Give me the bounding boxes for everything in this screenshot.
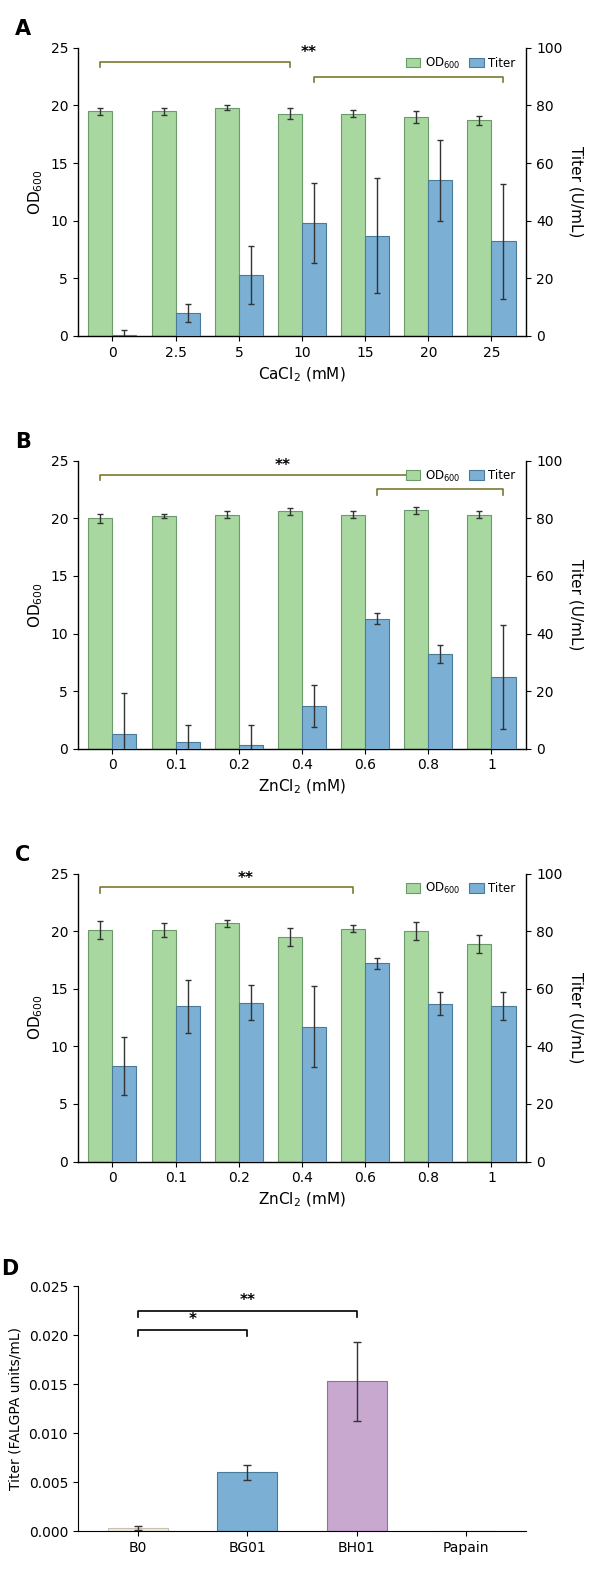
Y-axis label: OD$_{600}$: OD$_{600}$ bbox=[26, 169, 45, 215]
Bar bbox=[278, 512, 302, 748]
Y-axis label: Titer (U/mL): Titer (U/mL) bbox=[568, 147, 583, 238]
Bar bbox=[365, 236, 389, 337]
Y-axis label: Titer (U/mL): Titer (U/mL) bbox=[568, 971, 583, 1064]
Y-axis label: Titer (U/mL): Titer (U/mL) bbox=[568, 558, 583, 651]
Bar bbox=[468, 121, 492, 337]
Text: *: * bbox=[188, 1313, 197, 1327]
Bar bbox=[152, 112, 176, 337]
Bar bbox=[278, 113, 302, 337]
Text: **: ** bbox=[239, 1294, 255, 1308]
Text: **: ** bbox=[238, 871, 254, 885]
Bar bbox=[152, 930, 176, 1161]
Bar bbox=[468, 515, 492, 748]
Bar bbox=[492, 241, 515, 337]
X-axis label: CaCl$_2$ (mM): CaCl$_2$ (mM) bbox=[258, 365, 346, 383]
Legend: OD$_{600}$, Titer: OD$_{600}$, Titer bbox=[401, 51, 520, 75]
Bar bbox=[341, 515, 365, 748]
Bar bbox=[341, 928, 365, 1161]
Bar bbox=[302, 223, 326, 337]
Bar bbox=[492, 1006, 515, 1161]
Bar bbox=[428, 654, 452, 748]
Bar bbox=[404, 116, 428, 337]
Bar bbox=[278, 936, 302, 1161]
Text: C: C bbox=[15, 845, 30, 864]
Text: D: D bbox=[2, 1258, 19, 1279]
Bar bbox=[215, 515, 239, 748]
Bar bbox=[152, 517, 176, 748]
Bar bbox=[176, 742, 200, 748]
Bar bbox=[89, 930, 112, 1161]
Text: **: ** bbox=[275, 458, 291, 472]
Bar bbox=[492, 678, 515, 748]
Bar bbox=[365, 963, 389, 1161]
Bar bbox=[239, 1003, 263, 1161]
Bar bbox=[239, 745, 263, 748]
Bar bbox=[89, 112, 112, 337]
Bar bbox=[112, 1065, 136, 1161]
Bar bbox=[404, 510, 428, 748]
Y-axis label: OD$_{600}$: OD$_{600}$ bbox=[26, 582, 45, 627]
X-axis label: ZnCl$_2$ (mM): ZnCl$_2$ (mM) bbox=[258, 1191, 346, 1209]
Bar bbox=[239, 274, 263, 337]
Bar bbox=[428, 180, 452, 337]
Bar bbox=[215, 924, 239, 1161]
Bar bbox=[89, 518, 112, 748]
Bar bbox=[468, 944, 492, 1161]
Bar bbox=[176, 1006, 200, 1161]
Bar bbox=[217, 1472, 277, 1531]
Bar bbox=[302, 707, 326, 748]
Bar bbox=[327, 1381, 387, 1531]
Y-axis label: Titer (FALGPA units/mL): Titer (FALGPA units/mL) bbox=[9, 1327, 23, 1490]
Bar bbox=[365, 619, 389, 748]
Bar bbox=[428, 1003, 452, 1161]
Y-axis label: OD$_{600}$: OD$_{600}$ bbox=[26, 995, 45, 1040]
Bar bbox=[302, 1027, 326, 1161]
X-axis label: ZnCl$_2$ (mM): ZnCl$_2$ (mM) bbox=[258, 778, 346, 796]
Bar bbox=[112, 734, 136, 748]
Bar bbox=[341, 113, 365, 337]
Bar bbox=[215, 108, 239, 337]
Legend: OD$_{600}$, Titer: OD$_{600}$, Titer bbox=[401, 877, 520, 901]
Text: A: A bbox=[15, 19, 31, 40]
Text: B: B bbox=[15, 432, 31, 451]
Bar bbox=[176, 313, 200, 337]
Legend: OD$_{600}$, Titer: OD$_{600}$, Titer bbox=[401, 464, 520, 488]
Bar bbox=[404, 931, 428, 1161]
Text: **: ** bbox=[301, 45, 317, 61]
Bar bbox=[108, 1528, 168, 1531]
